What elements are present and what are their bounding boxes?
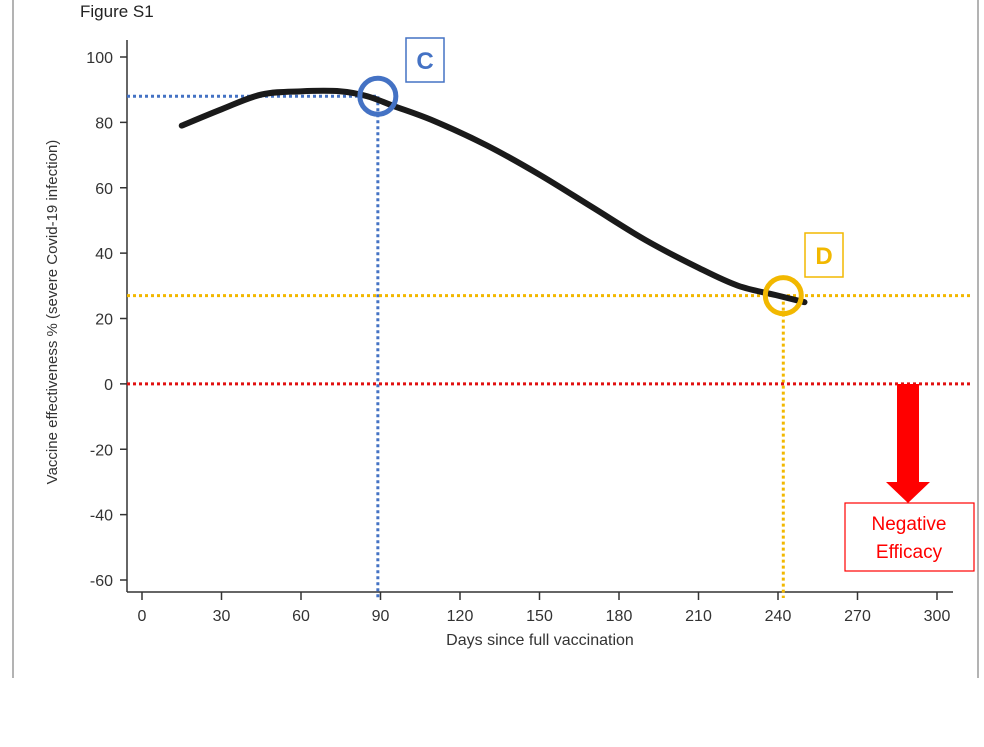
negative-efficacy-label-line1: Negative (872, 514, 947, 535)
x-tick-label: 120 (447, 608, 474, 625)
x-tick-label: 270 (844, 608, 871, 625)
y-tick-label: 80 (95, 115, 113, 132)
x-tick-label: 60 (292, 608, 310, 625)
x-tick-label: 150 (526, 608, 553, 625)
x-tick-label: 180 (606, 608, 633, 625)
y-tick-label: 60 (95, 181, 113, 198)
figure-label: Figure S1 (80, 2, 154, 21)
marker-d-box (804, 232, 844, 278)
marker-c-circle (357, 75, 399, 117)
x-tick-label: 0 (138, 608, 147, 625)
marker-d-label: D (815, 243, 832, 270)
y-tick-label: 20 (95, 312, 113, 329)
negative-efficacy-box (844, 502, 975, 572)
y-tick-label: 0 (104, 377, 113, 394)
negative-efficacy-label-line2: Efficacy (876, 542, 943, 563)
marker-c-label: C (416, 48, 433, 75)
arrow-shaft (897, 384, 919, 484)
marker-c-box (405, 37, 445, 83)
x-tick-label: 300 (924, 608, 951, 625)
x-tick-label: 90 (372, 608, 390, 625)
x-tick-label: 240 (765, 608, 792, 625)
effectiveness-curve (178, 87, 808, 306)
y-axis-label: Vaccine effectiveness % (severe Covid-19… (44, 140, 61, 485)
y-tick-label: 100 (86, 50, 113, 67)
marker-d-circle (762, 275, 804, 317)
x-tick-label: 30 (213, 608, 231, 625)
x-axis-label: Days since full vaccination (446, 632, 634, 649)
y-tick-label: -60 (90, 573, 113, 590)
y-tick-label: 40 (95, 246, 113, 263)
y-tick-label: -40 (90, 508, 113, 525)
y-tick-label: -20 (90, 442, 113, 459)
x-tick-label: 210 (685, 608, 712, 625)
arrow-head (886, 482, 930, 503)
